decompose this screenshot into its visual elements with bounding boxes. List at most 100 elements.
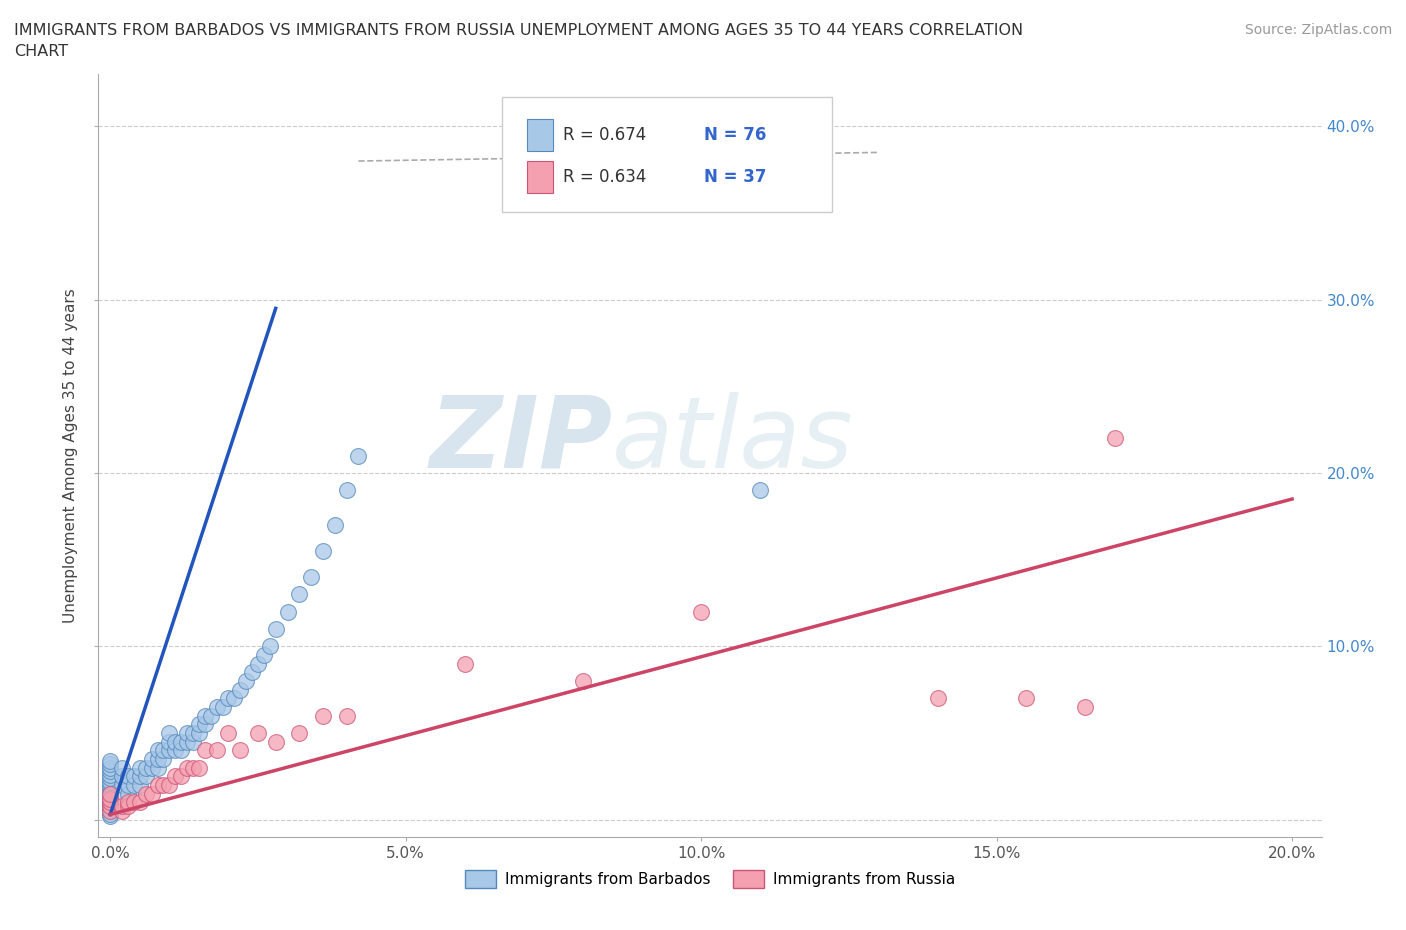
Point xyxy=(170,769,193,784)
Point xyxy=(98,802,121,817)
Point xyxy=(98,757,121,772)
FancyBboxPatch shape xyxy=(527,119,554,151)
Point xyxy=(312,543,335,558)
Point xyxy=(98,753,121,768)
Point xyxy=(128,769,150,784)
Point xyxy=(240,665,263,680)
Point xyxy=(111,798,134,813)
Point xyxy=(98,798,121,813)
Point xyxy=(229,743,252,758)
Point xyxy=(217,691,239,706)
Point xyxy=(98,767,121,782)
Point xyxy=(146,760,169,775)
Text: Source: ZipAtlas.com: Source: ZipAtlas.com xyxy=(1244,23,1392,37)
Point xyxy=(288,725,311,740)
Point xyxy=(135,769,157,784)
Point xyxy=(187,725,209,740)
Point xyxy=(165,743,187,758)
Text: N = 37: N = 37 xyxy=(704,167,766,186)
Point xyxy=(98,791,121,806)
Point xyxy=(259,639,281,654)
Point xyxy=(288,587,311,602)
Point xyxy=(181,735,204,750)
Point xyxy=(176,760,198,775)
Point xyxy=(927,691,949,706)
Point xyxy=(176,735,198,750)
Point xyxy=(122,769,145,784)
Point xyxy=(98,781,121,796)
FancyBboxPatch shape xyxy=(502,98,832,212)
Text: atlas: atlas xyxy=(612,392,853,489)
Point xyxy=(200,709,222,724)
Point xyxy=(235,673,257,688)
Point xyxy=(111,760,134,775)
Point xyxy=(135,760,157,775)
Point xyxy=(111,769,134,784)
Text: IMMIGRANTS FROM BARBADOS VS IMMIGRANTS FROM RUSSIA UNEMPLOYMENT AMONG AGES 35 TO: IMMIGRANTS FROM BARBADOS VS IMMIGRANTS F… xyxy=(14,23,1024,38)
Point xyxy=(152,751,174,766)
Point xyxy=(98,760,121,775)
Point xyxy=(111,777,134,792)
Point xyxy=(98,771,121,786)
Point xyxy=(572,673,595,688)
Point xyxy=(187,717,209,732)
Point xyxy=(157,735,180,750)
Point xyxy=(224,691,246,706)
Point xyxy=(194,717,217,732)
Point xyxy=(122,777,145,792)
Point xyxy=(141,760,163,775)
Text: R = 0.634: R = 0.634 xyxy=(564,167,647,186)
Point xyxy=(98,798,121,813)
Point xyxy=(312,709,335,724)
Point xyxy=(454,657,477,671)
Point xyxy=(336,709,359,724)
Point xyxy=(253,647,276,662)
Point xyxy=(135,786,157,801)
Y-axis label: Unemployment Among Ages 35 to 44 years: Unemployment Among Ages 35 to 44 years xyxy=(63,288,79,623)
Point xyxy=(98,804,121,818)
Point xyxy=(170,735,193,750)
Point xyxy=(146,751,169,766)
Point xyxy=(117,795,139,810)
Point xyxy=(98,800,121,815)
Point xyxy=(146,743,169,758)
Point xyxy=(264,735,287,750)
Point xyxy=(98,804,121,818)
Point xyxy=(111,786,134,801)
Point xyxy=(264,621,287,636)
Point xyxy=(205,699,228,714)
Point xyxy=(117,786,139,801)
Point xyxy=(165,735,187,750)
Point xyxy=(117,777,139,792)
Point xyxy=(117,798,139,813)
Point xyxy=(229,683,252,698)
Point xyxy=(347,448,370,463)
Legend: Immigrants from Barbados, Immigrants from Russia: Immigrants from Barbados, Immigrants fro… xyxy=(458,864,962,894)
Point xyxy=(98,797,121,812)
Point xyxy=(165,769,187,784)
Point xyxy=(323,518,346,533)
Point xyxy=(98,777,121,792)
Point xyxy=(98,795,121,810)
Point xyxy=(98,807,121,822)
Point xyxy=(98,764,121,778)
Point xyxy=(217,725,239,740)
Point xyxy=(690,604,713,619)
Point xyxy=(181,760,204,775)
Point xyxy=(205,743,228,758)
Point xyxy=(98,785,121,800)
Point xyxy=(187,760,209,775)
Point xyxy=(211,699,233,714)
Point xyxy=(181,725,204,740)
Text: N = 76: N = 76 xyxy=(704,126,766,143)
Point xyxy=(117,769,139,784)
Point xyxy=(194,743,217,758)
Point xyxy=(141,786,163,801)
Text: CHART: CHART xyxy=(14,44,67,59)
Point xyxy=(152,743,174,758)
Point xyxy=(276,604,298,619)
Point xyxy=(128,777,150,792)
Point xyxy=(176,725,198,740)
Point xyxy=(98,809,121,824)
Point xyxy=(194,709,217,724)
